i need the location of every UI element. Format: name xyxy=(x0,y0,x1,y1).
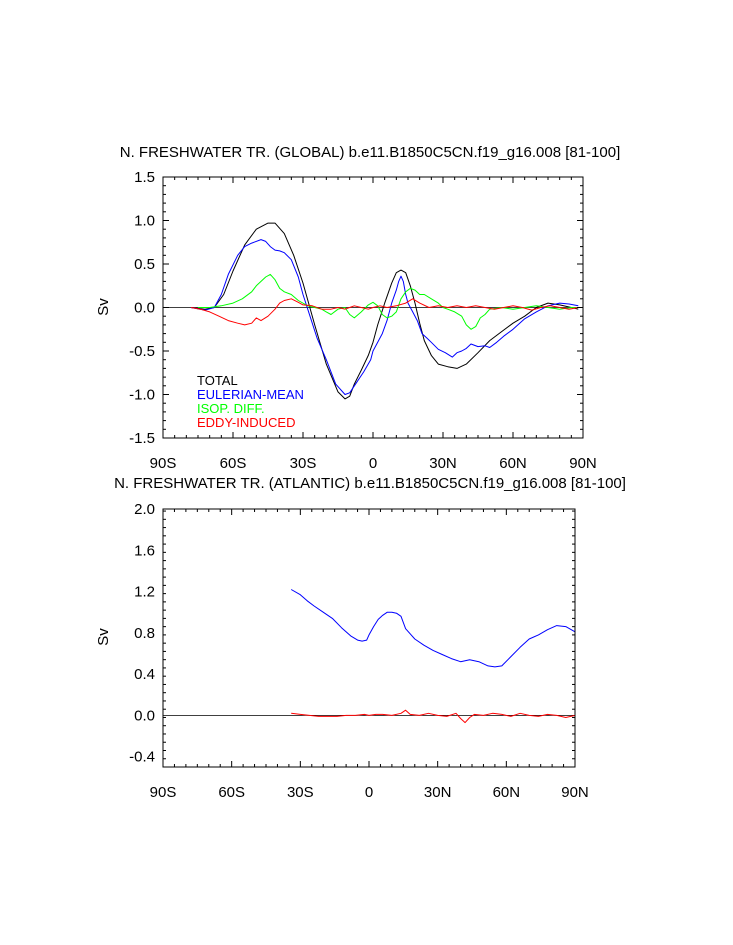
atlantic-y-tick-label: 0.8 xyxy=(134,625,155,642)
global-y-tick-label: -0.5 xyxy=(129,343,155,360)
atlantic-tick-marks xyxy=(162,509,576,768)
global-y-tick-label: 0.0 xyxy=(134,300,155,317)
global-x-tick-label: 90N xyxy=(569,455,597,472)
global-x-tick-label: 30N xyxy=(429,455,457,472)
atlantic-y-tick-label: 0.4 xyxy=(134,666,155,683)
atlantic-y-axis-label: Sv xyxy=(95,628,112,646)
atlantic-y-tick-labels: -0.4 0.0 0.4 0.8 1.2 1.6 2.0 xyxy=(129,501,155,766)
global-series-group xyxy=(190,222,579,400)
atlantic-x-tick-label: 90S xyxy=(150,784,177,801)
atlantic-plot-frame xyxy=(162,508,576,768)
global-y-axis-label: Sv xyxy=(95,298,112,316)
atlantic-y-tick-label: 2.0 xyxy=(134,501,155,518)
atlantic-x-tick-label: 60N xyxy=(493,784,521,801)
atlantic-y-tick-label: -0.4 xyxy=(129,749,155,766)
global-y-tick-label: -1.5 xyxy=(129,430,155,447)
global-series-line-3 xyxy=(190,298,579,326)
global-y-tick-label: 0.5 xyxy=(134,256,155,273)
global-y-tick-label: 1.5 xyxy=(134,169,155,186)
global-y-tick-labels: -1.5 -1.0 -0.5 0.0 0.5 1.0 1.5 xyxy=(129,169,155,447)
atlantic-x-tick-label: 60S xyxy=(218,784,245,801)
legend-eulerian-mean: EULERIAN-MEAN xyxy=(197,387,304,402)
global-x-tick-labels: 90S 60S 30S 0 30N 60N 90N xyxy=(150,455,597,472)
global-tick-marks xyxy=(162,176,584,439)
global-x-tick-label: 90S xyxy=(150,455,177,472)
global-x-tick-label: 60S xyxy=(220,455,247,472)
atlantic-y-tick-label: 0.0 xyxy=(134,707,155,724)
global-y-tick-label: 1.0 xyxy=(134,213,155,230)
atlantic-x-tick-label: 90N xyxy=(561,784,589,801)
global-x-tick-label: 60N xyxy=(499,455,527,472)
global-legend: TOTAL EULERIAN-MEAN ISOP. DIFF. EDDY-IND… xyxy=(197,373,304,430)
atlantic-y-tick-label: 1.6 xyxy=(134,542,155,559)
atlantic-x-tick-label: 30N xyxy=(424,784,452,801)
global-x-tick-label: 30S xyxy=(290,455,317,472)
global-series-line-1 xyxy=(190,239,579,395)
global-series-line-0 xyxy=(190,222,579,400)
global-y-tick-label: -1.0 xyxy=(129,387,155,404)
global-panel: N. FRESHWATER TR. (GLOBAL) b.e11.B1850C5… xyxy=(95,144,620,472)
atlantic-panel: N. FRESHWATER TR. (ATLANTIC) b.e11.B1850… xyxy=(95,475,626,801)
atlantic-chart-title: N. FRESHWATER TR. (ATLANTIC) b.e11.B1850… xyxy=(114,475,626,492)
atlantic-x-tick-label: 0 xyxy=(365,784,373,801)
legend-isop-diff: ISOP. DIFF. xyxy=(197,401,265,416)
atlantic-y-tick-label: 1.2 xyxy=(134,584,155,601)
legend-eddy-induced: EDDY-INDUCED xyxy=(197,415,295,430)
atlantic-x-tick-labels: 90S 60S 30S 0 30N 60N 90N xyxy=(150,784,589,801)
atlantic-series-line-1 xyxy=(291,709,576,724)
global-series-line-2 xyxy=(198,273,579,330)
global-chart-title: N. FRESHWATER TR. (GLOBAL) b.e11.B1850C5… xyxy=(120,144,621,161)
atlantic-series-line-0 xyxy=(290,589,576,668)
global-x-tick-label: 0 xyxy=(369,455,377,472)
atlantic-series-group xyxy=(290,589,576,724)
atlantic-x-tick-label: 30S xyxy=(287,784,314,801)
legend-total: TOTAL xyxy=(197,373,238,388)
